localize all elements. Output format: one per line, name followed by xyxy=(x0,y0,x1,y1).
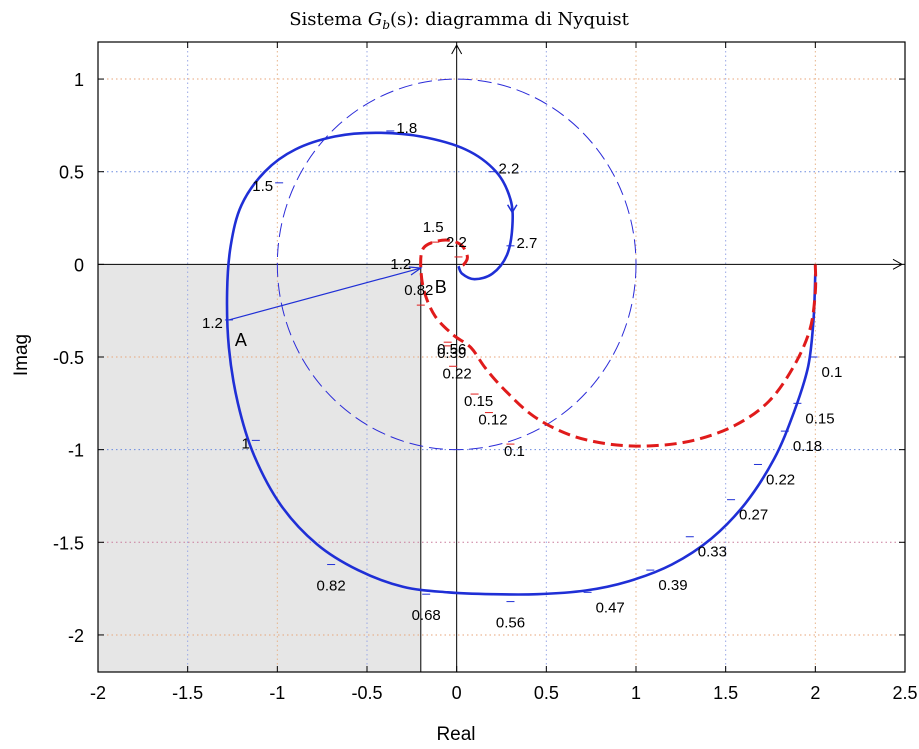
frequency-label: 0.82 xyxy=(317,578,346,595)
frequency-label: 0.56 xyxy=(437,341,466,358)
frequency-label: 0.15 xyxy=(464,393,493,410)
frequency-label: 0.68 xyxy=(412,607,441,624)
chart-title-suffix: : diagramma di Nyquist xyxy=(413,9,629,30)
unit-circle xyxy=(276,78,637,451)
frequency-label: 1 xyxy=(241,435,249,452)
y-tick-label: -2 xyxy=(68,626,84,646)
vector-a-b xyxy=(228,267,421,321)
vector-end-label: 1.2 xyxy=(390,256,411,273)
frequency-label: 2.7 xyxy=(516,235,537,252)
x-tick-label: -1.5 xyxy=(172,683,203,703)
frequency-label: 1.8 xyxy=(396,120,417,137)
frequency-label: 0.1 xyxy=(822,364,843,381)
y-tick-label: -1 xyxy=(68,441,84,461)
frequency-label: 2.2 xyxy=(446,234,467,251)
chart-title-arg: (s) xyxy=(390,9,413,30)
frequency-label: 0.27 xyxy=(739,507,768,524)
direction-arrow xyxy=(506,204,518,214)
x-tick-label: -1 xyxy=(269,683,285,703)
frequency-label: 1.5 xyxy=(252,178,273,195)
x-tick-label: -2 xyxy=(90,683,106,703)
nyquist-curve-solid xyxy=(225,131,817,596)
x-tick-label: 0.5 xyxy=(534,683,559,703)
frequency-label: 0.39 xyxy=(437,345,466,362)
chart-title-subscript: b xyxy=(382,18,390,32)
vector-arrowhead xyxy=(408,266,423,276)
frequency-label: 0.12 xyxy=(478,412,507,429)
frequency-label: 1.5 xyxy=(423,219,444,236)
frequency-label: 0.47 xyxy=(596,599,625,616)
y-tick-label: 0.5 xyxy=(59,163,84,183)
frequency-label: 0.15 xyxy=(805,410,834,427)
x-tick-label: -0.5 xyxy=(351,683,382,703)
x-tick-label: 2 xyxy=(810,683,820,703)
frequency-label: 0.56 xyxy=(496,615,525,632)
x-tick-label: 1.5 xyxy=(713,683,738,703)
frequency-label: 0.33 xyxy=(698,544,727,561)
x-tick-label: 1 xyxy=(631,683,641,703)
y-tick-label: -1.5 xyxy=(53,533,84,553)
frequency-label: 0.18 xyxy=(793,438,822,455)
chart-title: Sistema Gb(s): diagramma di Nyquist xyxy=(289,9,629,32)
y-tick-label: 0 xyxy=(74,255,84,275)
chart-title-prefix: Sistema xyxy=(289,9,368,30)
point-a-label: A xyxy=(235,330,247,350)
y-tick-label: -0.5 xyxy=(53,348,84,368)
frequency-label: 0.22 xyxy=(442,365,471,382)
x-axis-label: Real xyxy=(436,724,475,745)
frequency-label: 1.2 xyxy=(202,315,223,332)
frequency-label: 2.2 xyxy=(499,161,520,178)
x-tick-label: 2.5 xyxy=(892,683,917,703)
nyquist-curve-dashed xyxy=(419,238,818,448)
x-tick-label: 0 xyxy=(452,683,462,703)
chart-title-symbol: G xyxy=(368,9,382,30)
y-axis-label: Imag xyxy=(11,334,32,376)
frequency-label: 0.22 xyxy=(766,471,795,488)
plot-area: 0.1 0.15 0.18 0.22 0.27 0.33 0.39 0.47 0.56 0.68 0… xyxy=(53,41,918,703)
frequency-label: 0.82 xyxy=(404,282,433,299)
frequency-label: 0.1 xyxy=(504,443,525,460)
point-b-label: B xyxy=(435,277,447,297)
y-tick-label: 1 xyxy=(74,70,84,90)
frequency-label: 0.39 xyxy=(658,577,687,594)
